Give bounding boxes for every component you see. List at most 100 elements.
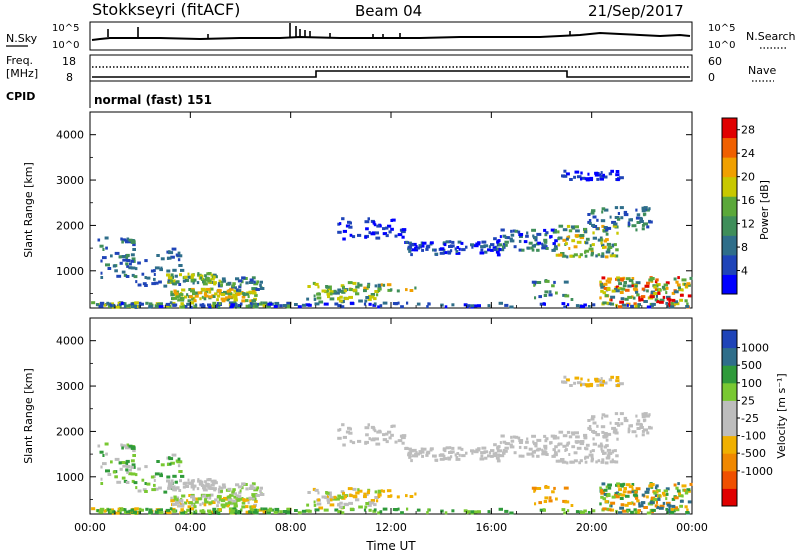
nave-tick-top: 60	[708, 55, 722, 68]
echo-cell	[616, 384, 620, 388]
echo-cell	[502, 234, 507, 238]
echo-cell	[227, 503, 230, 507]
echo-cell	[528, 241, 533, 245]
echo-cell	[220, 293, 226, 297]
echo-cell	[126, 264, 129, 268]
echo-cell	[609, 421, 612, 425]
echo-cell	[466, 510, 471, 514]
echo-cell	[509, 237, 513, 241]
echo-cell	[187, 299, 191, 303]
echo-cell	[590, 417, 595, 421]
echo-cell	[220, 503, 225, 507]
echo-cell	[397, 233, 403, 237]
echo-cell	[256, 508, 259, 512]
echo-cell	[587, 213, 591, 216]
echo-cell	[606, 432, 612, 436]
echo-cell	[650, 483, 655, 486]
echo-cell	[439, 453, 445, 457]
echo-cell	[204, 274, 207, 278]
echo-cell	[533, 489, 536, 493]
echo-cell	[613, 243, 617, 247]
echo-cell	[576, 446, 582, 450]
echo-cell	[617, 212, 620, 215]
echo-cell	[504, 236, 508, 239]
echo-cell	[635, 434, 638, 438]
echo-cell	[318, 506, 324, 510]
echo-cell	[627, 284, 632, 288]
echo-cell	[201, 501, 204, 505]
echo-cell	[502, 245, 505, 249]
echo-cell	[377, 511, 380, 515]
echo-cell	[196, 281, 200, 285]
echo-cell	[250, 508, 253, 512]
echo-cell	[321, 495, 327, 499]
echo-cell	[251, 505, 256, 509]
echo-cell	[148, 508, 153, 512]
echo-cell	[554, 228, 557, 232]
echo-cell	[166, 256, 170, 260]
echo-cell	[584, 249, 590, 253]
velocity-colorbar-tick-label: -1000	[741, 465, 773, 478]
echo-cell	[636, 213, 641, 217]
echo-cell	[339, 428, 342, 432]
echo-cell	[180, 511, 185, 515]
echo-cell	[373, 508, 377, 512]
echo-cell	[444, 457, 448, 461]
echo-cell	[656, 506, 659, 510]
echo-cell	[636, 427, 641, 430]
echo-cell	[153, 277, 156, 281]
echo-cell	[583, 434, 586, 438]
echo-cell	[233, 504, 238, 508]
echo-cell	[177, 457, 181, 461]
echo-cell	[602, 507, 607, 511]
echo-cell	[513, 451, 517, 455]
echo-cell	[132, 305, 137, 309]
echo-cell	[495, 456, 500, 460]
echo-cell	[495, 250, 500, 254]
echo-cell	[109, 509, 113, 513]
echo-cell	[631, 224, 637, 228]
echo-cell	[186, 499, 189, 503]
echo-cell	[104, 442, 109, 446]
echo-cell	[554, 434, 557, 438]
echo-cell	[635, 487, 641, 491]
echo-cell	[379, 304, 383, 308]
echo-cell	[681, 484, 687, 488]
echo-cell	[367, 503, 372, 507]
echo-cell	[619, 206, 624, 210]
echo-cell	[642, 418, 647, 422]
echo-cell	[530, 452, 534, 456]
echo-cell	[351, 235, 356, 239]
echo-cell	[684, 505, 688, 509]
echo-cell	[119, 261, 123, 265]
echo-cell	[535, 238, 538, 242]
echo-cell	[639, 298, 644, 302]
echo-cell	[675, 486, 679, 490]
echo-cell	[397, 439, 403, 443]
echo-cell	[643, 222, 648, 226]
echo-cell	[185, 511, 188, 514]
echo-cell	[597, 459, 601, 463]
echo-cell	[553, 247, 556, 251]
echo-cell	[130, 253, 135, 257]
echo-cell	[314, 282, 319, 286]
echo-cell	[216, 298, 219, 302]
echo-cell	[377, 287, 382, 291]
echo-cell	[414, 286, 417, 290]
echo-cell	[339, 295, 343, 299]
echo-cell	[188, 288, 191, 291]
echo-cell	[394, 508, 398, 512]
echo-cell	[667, 303, 670, 306]
echo-cell	[105, 469, 110, 473]
echo-cell	[562, 434, 568, 438]
echo-cell	[533, 243, 536, 247]
echo-cell	[409, 243, 413, 247]
echo-cell	[102, 454, 105, 457]
velocity-colorbar-bin	[722, 347, 737, 366]
echo-cell	[343, 289, 347, 293]
echo-cell	[599, 296, 602, 300]
echo-cell	[639, 426, 644, 429]
echo-cell	[132, 243, 136, 247]
echo-cell	[235, 277, 240, 281]
